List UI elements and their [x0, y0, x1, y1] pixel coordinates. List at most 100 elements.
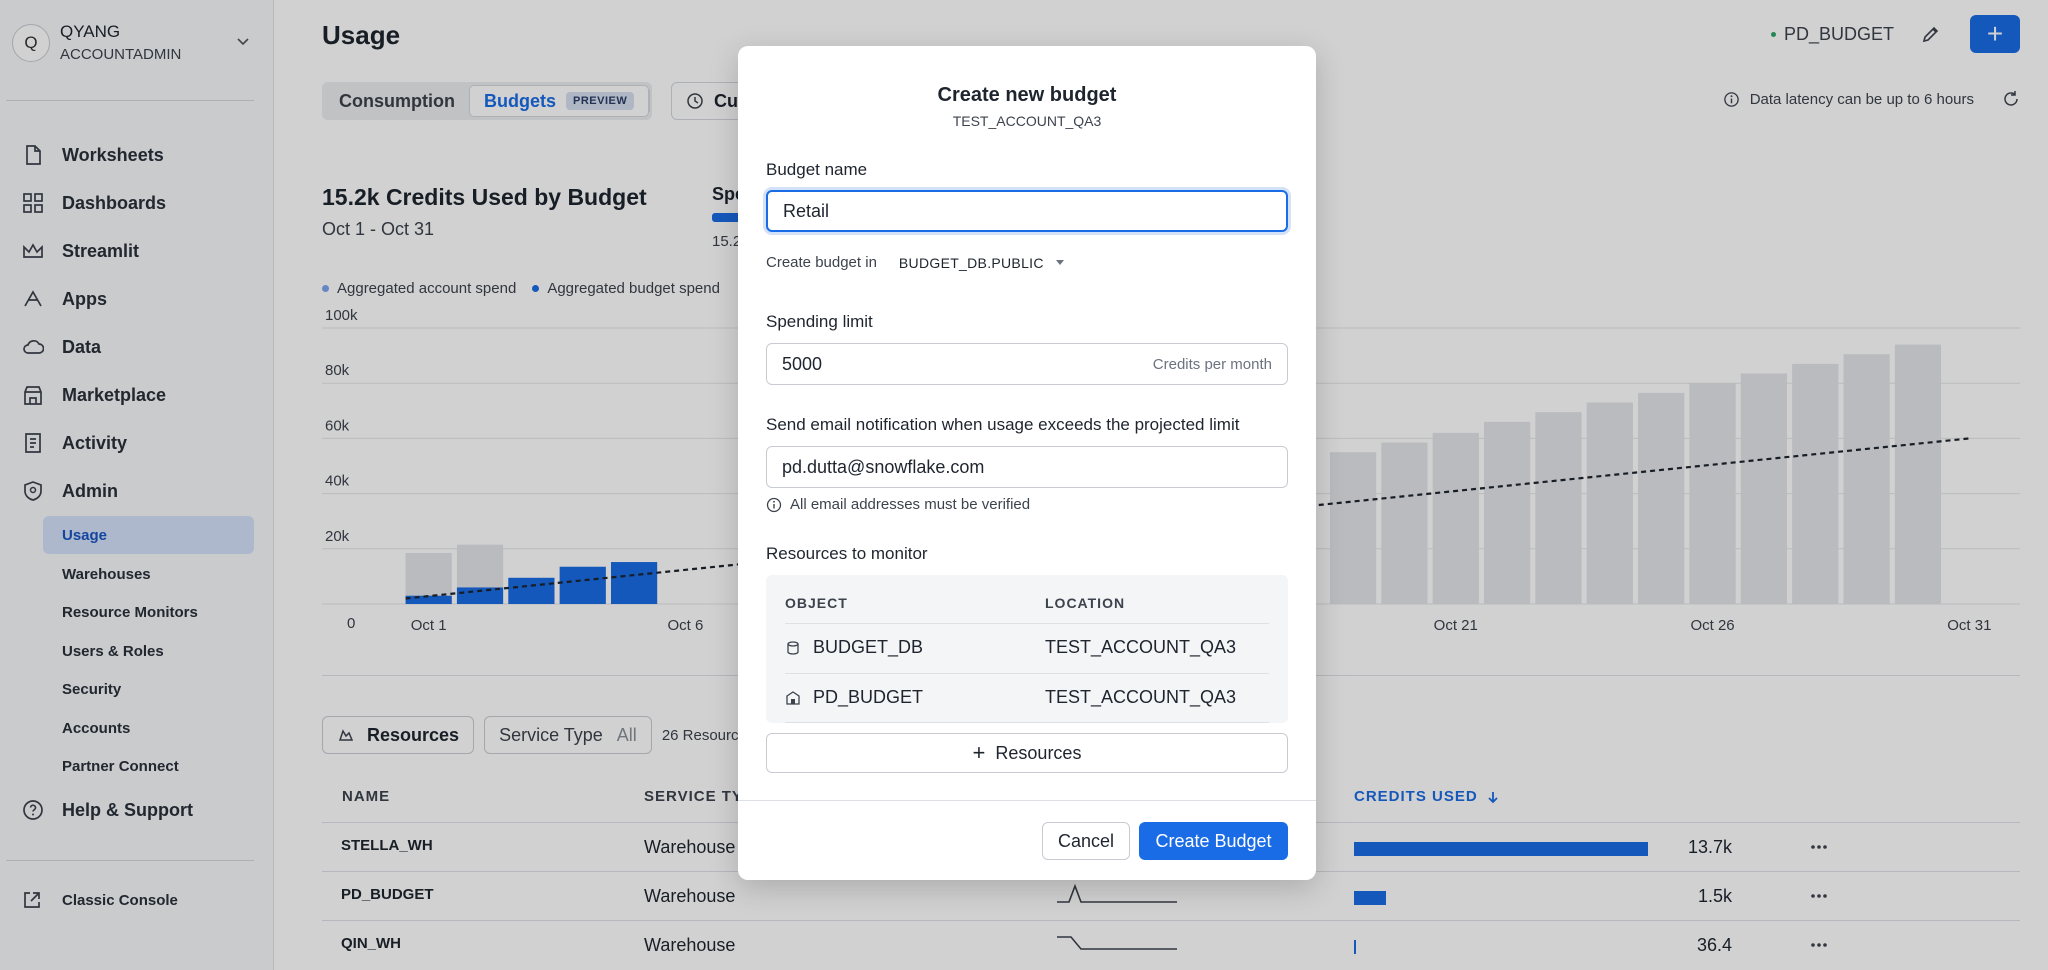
nav-marketplace[interactable]: Marketplace: [22, 378, 166, 412]
add-resources-label: Resources: [995, 742, 1082, 763]
cancel-button[interactable]: Cancel: [1042, 822, 1130, 860]
location-select[interactable]: BUDGET_DB.PUBLIC: [899, 255, 1064, 271]
classic-console-link[interactable]: Classic Console: [22, 890, 178, 910]
spending-limit-input[interactable]: 5000 Credits per month: [766, 343, 1288, 385]
more-options-icon[interactable]: [1809, 886, 1829, 906]
legend-dot: [532, 285, 540, 292]
refresh-icon[interactable]: [2002, 90, 2020, 108]
pencil-icon[interactable]: [1920, 23, 1942, 45]
create-in-row: Create budget in BUDGET_DB.PUBLIC: [766, 254, 1064, 271]
admin-item-users-roles[interactable]: Users & Roles: [62, 642, 164, 660]
cloud-icon: [23, 340, 44, 354]
main-content: Usage PD_BUDGET + Consumption Budgets PR…: [275, 0, 2048, 970]
store-icon: [24, 386, 42, 405]
resource-name: STELLA_WH: [341, 837, 433, 854]
avatar: Q: [12, 24, 50, 62]
budget-name-input[interactable]: Retail: [766, 190, 1288, 232]
actual-bar: [610, 562, 658, 604]
create-in-label: Create budget in: [766, 254, 877, 271]
crown-icon: [23, 243, 43, 258]
warehouse-icon: [786, 690, 800, 705]
email-note: All email addresses must be verified: [766, 496, 1030, 513]
forecast-bar: [1843, 354, 1890, 604]
forecast-bar: [1740, 373, 1788, 604]
nav-dashboards[interactable]: Dashboards: [22, 186, 166, 220]
forecast-bar: [1535, 412, 1582, 604]
column-header-credits[interactable]: CREDITS USED: [1354, 788, 1500, 805]
admin-item-partner-connect[interactable]: Partner Connect: [62, 757, 179, 775]
nav-label: Dashboards: [62, 192, 167, 213]
account-switcher[interactable]: Q QYANG ACCOUNTADMIN: [12, 20, 262, 66]
admin-item-warehouses[interactable]: Warehouses: [62, 565, 151, 583]
admin-item-accounts[interactable]: Accounts: [62, 719, 131, 737]
latency-note: Data latency can be up to 6 hours: [1723, 90, 2020, 108]
resources-filter-button[interactable]: Resources: [322, 716, 475, 754]
resources-label: Resources to monitor: [766, 544, 928, 563]
caret-down-icon: [1055, 260, 1064, 265]
apps-icon: [24, 290, 42, 307]
divider: [6, 100, 254, 101]
divider: [6, 860, 254, 861]
add-resources-button[interactable]: + Resources: [766, 733, 1288, 773]
budget-name-label: Budget name: [766, 160, 868, 179]
nav-label: Data: [62, 336, 102, 357]
plus-icon: +: [1986, 18, 2004, 49]
y-tick-label: 80k: [325, 362, 350, 379]
nav-admin[interactable]: Admin: [22, 474, 118, 508]
actual-bar: [559, 566, 606, 604]
resource-name: PD_BUDGET: [341, 886, 434, 903]
nav-streamlit[interactable]: Streamlit: [22, 234, 139, 268]
dialog-title: Create new budget: [937, 84, 1117, 106]
create-budget-dialog: Create new budget TEST_ACCOUNT_QA3 Budge…: [738, 46, 1316, 880]
admin-item-resource-monitors[interactable]: Resource Monitors: [62, 603, 198, 621]
y-tick-label: 40k: [325, 473, 350, 490]
add-button[interactable]: +: [1970, 15, 2020, 53]
y-tick-label: 0: [347, 615, 355, 632]
admin-item-usage[interactable]: Usage: [43, 516, 254, 554]
account-name: QYANG: [60, 22, 121, 41]
table-row[interactable]: QIN_WH Warehouse 36.4: [322, 920, 2020, 969]
email-value: pd.dutta@snowflake.com: [782, 456, 985, 477]
create-budget-button[interactable]: Create Budget: [1139, 822, 1288, 860]
credits-bar: [1354, 842, 1648, 856]
service-type-filter[interactable]: Service Type All: [484, 716, 652, 754]
nav-data[interactable]: Data: [22, 330, 101, 364]
page-title: Usage: [322, 20, 401, 50]
nav-help[interactable]: Help & Support: [22, 793, 193, 827]
shield-icon: [24, 481, 42, 501]
resource-row-object: PD_BUDGET: [785, 687, 923, 708]
divider: [738, 800, 1316, 801]
forecast-bar: [1484, 421, 1531, 604]
tab-consumption[interactable]: Consumption: [339, 90, 455, 111]
y-tick-label: 60k: [325, 417, 350, 434]
more-options-icon[interactable]: [1809, 935, 1829, 955]
nav-worksheets[interactable]: Worksheets: [22, 138, 164, 172]
email-note-text: All email addresses must be verified: [790, 496, 1031, 513]
forecast-bar: [1792, 363, 1839, 604]
actual-bar: [508, 577, 555, 604]
forecast-bar: [1586, 402, 1633, 604]
chevron-down-icon[interactable]: [234, 32, 252, 50]
column-header-service[interactable]: SERVICE TY: [644, 788, 743, 805]
tab-budgets[interactable]: Budgets PREVIEW: [468, 85, 650, 117]
nav-apps[interactable]: Apps: [22, 282, 107, 316]
spending-limit-value: 5000: [782, 353, 823, 374]
clock-icon: [687, 93, 703, 109]
legend-label: Aggregated account spend: [337, 280, 517, 297]
x-tick-label: Oct 21: [1434, 617, 1478, 634]
column-header-label: CREDITS USED: [1354, 788, 1478, 805]
more-options-icon[interactable]: [1809, 837, 1829, 857]
email-input[interactable]: pd.dutta@snowflake.com: [766, 446, 1288, 488]
date-range-button[interactable]: Cu: [671, 82, 751, 120]
database-icon: [787, 640, 799, 655]
nav-label: Apps: [62, 288, 107, 309]
legend-item-budget: Aggregated budget spend: [532, 280, 720, 297]
service-type-value: All: [616, 724, 637, 745]
nav-activity[interactable]: Activity: [22, 426, 127, 460]
forecast-bar: [1638, 392, 1685, 604]
divider: [785, 623, 1269, 624]
column-header-name[interactable]: NAME: [342, 788, 391, 805]
spending-label: Spe: [712, 184, 746, 204]
usage-sparkline: [1057, 883, 1177, 903]
admin-item-security[interactable]: Security: [62, 680, 122, 698]
